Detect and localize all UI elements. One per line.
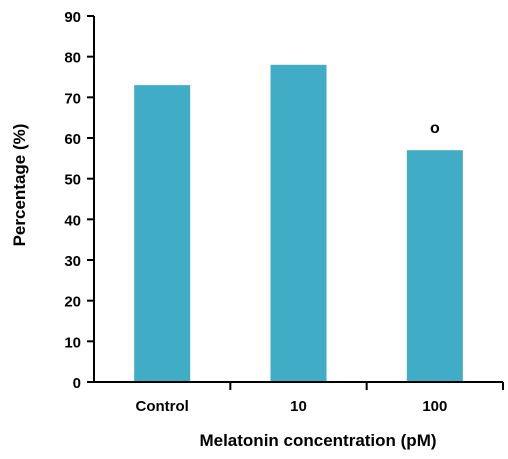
y-tick-label: 20 [64,294,81,311]
y-tick-label: 40 [64,212,81,229]
bar-100 [406,150,463,382]
y-tick-label: 30 [64,253,81,270]
y-ticks-layer: 0 10 20 30 40 50 60 70 80 90 [64,9,94,392]
y-tick-label: 10 [64,334,81,351]
annotations-layer: o [430,120,440,137]
x-ticks-layer: Control 10 100 [136,382,504,415]
bar-10 [270,64,327,383]
axes-layer [93,16,503,383]
y-tick-label: 60 [64,131,81,148]
y-tick-label: 70 [64,90,81,107]
bars-layer [134,64,463,383]
significance-marker: o [430,120,440,137]
y-tick-label: 90 [64,9,81,26]
x-tick-label: 100 [422,398,447,415]
x-tick-label: Control [136,398,189,415]
y-tick-label: 50 [64,172,81,189]
y-axis-title: Percentage (%) [10,124,29,247]
x-tick-label: 10 [290,398,307,415]
x-axis-title: Melatonin concentration (pM) [199,431,436,450]
bar-control [134,85,191,382]
y-tick-label: 80 [64,50,81,67]
y-tick-label: 0 [73,375,81,392]
